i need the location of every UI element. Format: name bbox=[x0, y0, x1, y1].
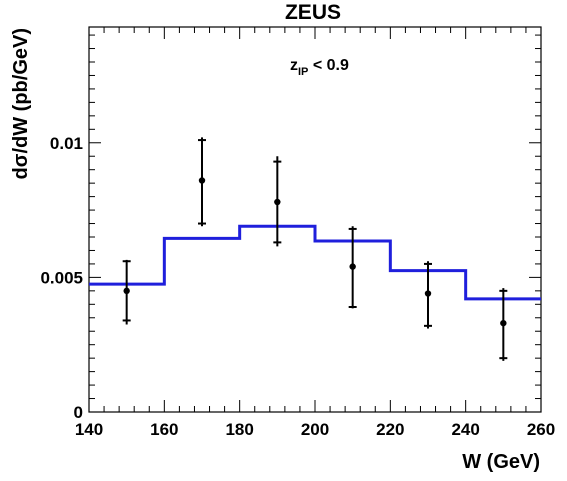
x-tick-label: 220 bbox=[376, 420, 404, 439]
y-tick-label: 0 bbox=[74, 403, 83, 422]
x-tick-label: 160 bbox=[150, 420, 178, 439]
x-tick-label: 260 bbox=[527, 420, 555, 439]
data-points bbox=[122, 137, 508, 361]
cut-annotation-rest: < 0.9 bbox=[308, 57, 349, 74]
cut-annotation-main: z bbox=[290, 57, 298, 74]
data-point bbox=[274, 198, 281, 206]
tick-labels: 140 160 180 200 220 240 260 0 0.005 0.01 bbox=[40, 134, 555, 439]
axis-ticks bbox=[88, 27, 542, 413]
y-tick-label: 0.005 bbox=[40, 268, 83, 287]
x-axis-title: W (GeV) bbox=[462, 451, 540, 473]
x-tick-label: 140 bbox=[75, 420, 103, 439]
y-tick-label: 0.01 bbox=[50, 134, 83, 153]
chart-title: ZEUS bbox=[285, 1, 341, 24]
data-point bbox=[349, 263, 356, 270]
x-tick-label: 240 bbox=[451, 420, 479, 439]
x-tick-label: 200 bbox=[301, 420, 329, 439]
x-tick-label: 180 bbox=[225, 420, 253, 439]
cut-annotation-sub: IP bbox=[298, 66, 308, 78]
y-axis-title: dσ/dW (pb/GeV) bbox=[10, 28, 32, 179]
data-point bbox=[424, 290, 432, 297]
model-step-line bbox=[89, 224, 541, 301]
data-point bbox=[500, 319, 507, 327]
data-point bbox=[123, 287, 130, 295]
data-point bbox=[198, 177, 206, 184]
model-histogram bbox=[89, 224, 541, 301]
cut-annotation: zIP < 0.9 bbox=[290, 57, 349, 78]
